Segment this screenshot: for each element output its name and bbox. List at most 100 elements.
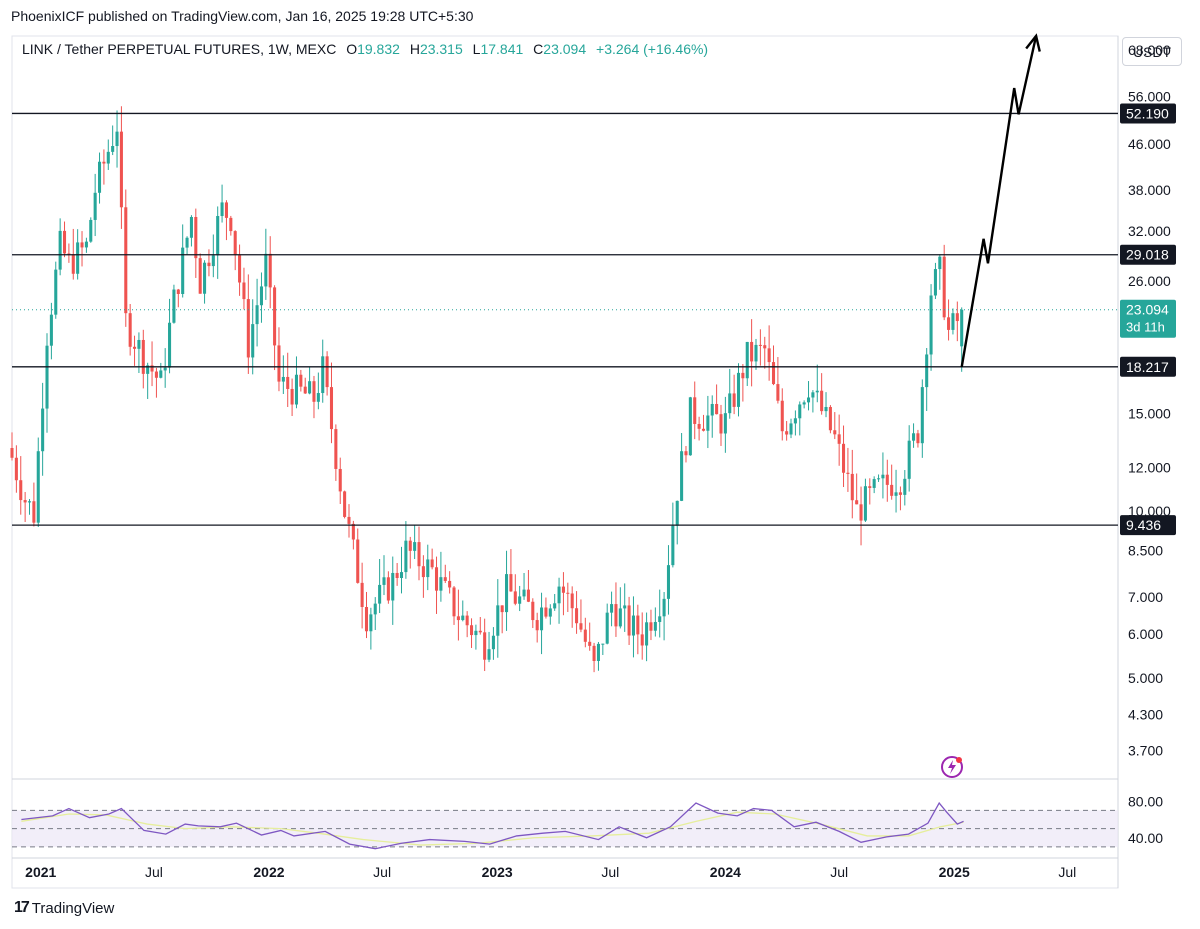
- candle-body[interactable]: [890, 484, 894, 496]
- candle-body[interactable]: [894, 492, 898, 496]
- candle-body[interactable]: [483, 632, 487, 660]
- candle-body[interactable]: [596, 643, 600, 661]
- candle-body[interactable]: [137, 339, 141, 349]
- candle-body[interactable]: [701, 428, 706, 431]
- candle-body[interactable]: [10, 448, 14, 458]
- candle-body[interactable]: [281, 376, 285, 382]
- candle-body[interactable]: [430, 559, 434, 568]
- candle-body[interactable]: [128, 313, 132, 347]
- candle-body[interactable]: [925, 354, 929, 388]
- candle-body[interactable]: [194, 216, 198, 259]
- candle-body[interactable]: [303, 386, 307, 394]
- candle-body[interactable]: [776, 384, 780, 401]
- candle-body[interactable]: [119, 131, 123, 208]
- candle-body[interactable]: [316, 393, 320, 402]
- candle-body[interactable]: [877, 478, 881, 480]
- candle-body[interactable]: [207, 262, 211, 267]
- candle-body[interactable]: [666, 565, 671, 599]
- candle-body[interactable]: [373, 603, 377, 615]
- candle-body[interactable]: [544, 607, 548, 617]
- candle-body[interactable]: [356, 539, 360, 583]
- candle-body[interactable]: [36, 451, 40, 523]
- candle-body[interactable]: [881, 474, 885, 479]
- candle-body[interactable]: [496, 605, 500, 636]
- candle-body[interactable]: [649, 622, 653, 631]
- candle-body[interactable]: [478, 630, 482, 633]
- candle-body[interactable]: [168, 322, 172, 368]
- candle-body[interactable]: [469, 625, 474, 636]
- candle-body[interactable]: [211, 255, 215, 267]
- candle-body[interactable]: [277, 345, 281, 382]
- candle-body[interactable]: [408, 540, 412, 551]
- candle-body[interactable]: [255, 305, 259, 325]
- candle-body[interactable]: [850, 473, 854, 501]
- candle-body[interactable]: [32, 501, 36, 523]
- candle-body[interactable]: [745, 341, 749, 379]
- candle-body[interactable]: [259, 286, 263, 306]
- candle-body[interactable]: [93, 192, 97, 220]
- candle-body[interactable]: [41, 408, 45, 452]
- candle-body[interactable]: [452, 587, 456, 617]
- currency-button[interactable]: USDT: [1122, 37, 1182, 66]
- candle-body[interactable]: [693, 397, 697, 424]
- candle-body[interactable]: [448, 580, 452, 588]
- candle-body[interactable]: [251, 324, 255, 358]
- candle-body[interactable]: [181, 247, 185, 294]
- candle-body[interactable]: [426, 559, 430, 578]
- candle-body[interactable]: [84, 241, 88, 248]
- candle-body[interactable]: [802, 402, 806, 405]
- candle-body[interactable]: [325, 356, 329, 388]
- candle-body[interactable]: [329, 387, 334, 430]
- candle-body[interactable]: [378, 584, 382, 604]
- candle-body[interactable]: [294, 374, 299, 405]
- candle-body[interactable]: [754, 344, 758, 362]
- candle-body[interactable]: [618, 608, 622, 627]
- candle-body[interactable]: [133, 346, 137, 349]
- candle-body[interactable]: [434, 567, 439, 591]
- candle-body[interactable]: [789, 423, 793, 435]
- candle-body[interactable]: [286, 376, 290, 389]
- candle-body[interactable]: [421, 566, 425, 578]
- candle-body[interactable]: [216, 216, 220, 256]
- candle-body[interactable]: [859, 504, 863, 521]
- candle-body[interactable]: [491, 635, 495, 650]
- candle-body[interactable]: [837, 434, 841, 444]
- candle-body[interactable]: [391, 572, 395, 601]
- candle-body[interactable]: [575, 608, 579, 624]
- candle-body[interactable]: [583, 629, 587, 642]
- candle-body[interactable]: [614, 604, 618, 627]
- candle-body[interactable]: [640, 634, 644, 646]
- candle-body[interactable]: [443, 577, 447, 581]
- candle-body[interactable]: [697, 423, 701, 429]
- candle-body[interactable]: [417, 542, 421, 567]
- candle-body[interactable]: [364, 607, 369, 632]
- candle-body[interactable]: [242, 282, 246, 300]
- candle-body[interactable]: [531, 601, 535, 621]
- candle-body[interactable]: [413, 542, 417, 551]
- candle-body[interactable]: [610, 604, 614, 613]
- candle-body[interactable]: [662, 598, 666, 617]
- candle-body[interactable]: [561, 586, 565, 593]
- candle-body[interactable]: [343, 491, 347, 517]
- candle-body[interactable]: [588, 641, 592, 646]
- candle-body[interactable]: [465, 615, 469, 626]
- candle-body[interactable]: [938, 256, 942, 270]
- candle-body[interactable]: [220, 202, 224, 217]
- candle-body[interactable]: [763, 345, 767, 349]
- candle-body[interactable]: [758, 344, 762, 346]
- candle-body[interactable]: [115, 131, 119, 147]
- candle-body[interactable]: [264, 253, 268, 287]
- candle-body[interactable]: [680, 451, 684, 501]
- candle-body[interactable]: [592, 645, 596, 661]
- candle-body[interactable]: [842, 443, 846, 473]
- candle-body[interactable]: [176, 289, 180, 294]
- candle-body[interactable]: [855, 500, 859, 505]
- candle-body[interactable]: [106, 151, 110, 164]
- candle-body[interactable]: [750, 341, 754, 362]
- candle-body[interactable]: [710, 403, 714, 416]
- candle-body[interactable]: [246, 299, 250, 358]
- candle-body[interactable]: [268, 253, 272, 288]
- candle-body[interactable]: [951, 313, 955, 330]
- candle-body[interactable]: [933, 269, 937, 296]
